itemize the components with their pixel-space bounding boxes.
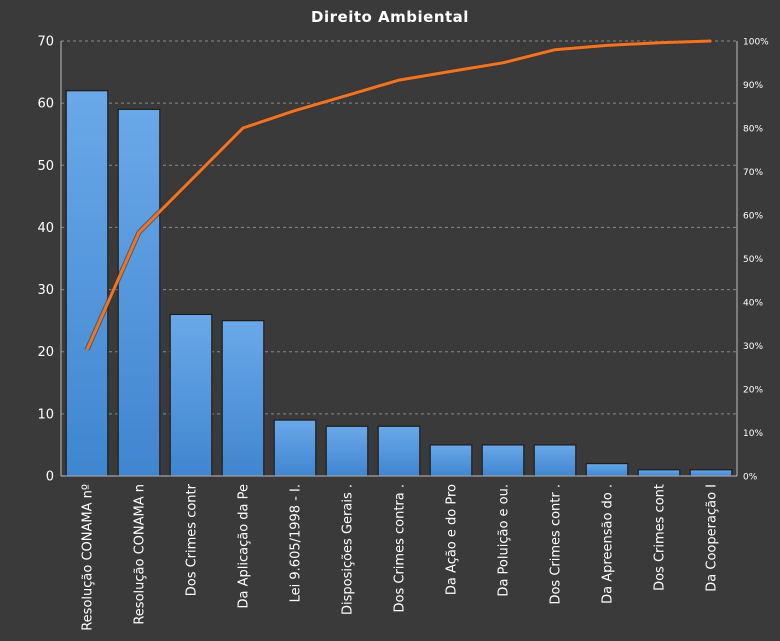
y-tick-label: 30 [37, 283, 54, 298]
bar [117, 108, 161, 477]
x-tick-label: Da Apreensão do . [601, 484, 616, 604]
bar [585, 462, 629, 477]
x-tick-label: Disposições Gerais . [341, 484, 356, 615]
y-tick-label: 40 [37, 221, 54, 236]
x-tick-label: Da Ação e do Pro [445, 484, 460, 595]
y2-tick-label: 60% [743, 212, 763, 222]
bars [65, 90, 733, 477]
y2-tick-label: 90% [743, 81, 763, 91]
x-tick-label: Da Cooperação I [705, 484, 720, 592]
y-tick-label: 70 [37, 35, 54, 50]
chart-title: Direito Ambiental [311, 8, 469, 26]
y2-tick-label: 30% [743, 342, 763, 352]
bar [273, 419, 317, 477]
y2-tick-label: 80% [743, 125, 763, 135]
cumulative-line [84, 38, 712, 351]
x-axis-ticks: Resolução CONAMA nº Resolução CONAMA n Dos… [81, 483, 720, 630]
y2-tick-label: 70% [743, 168, 763, 178]
x-tick-label: Resolução CONAMA n [133, 484, 148, 625]
y2-tick-label: 10% [743, 429, 763, 439]
bar [325, 425, 369, 477]
x-tick-label: Dos Crimes contra . [393, 484, 408, 612]
x-tick-label: Da Poluição e ou. [497, 484, 512, 597]
y2-tick-label: 40% [743, 299, 763, 309]
bar [637, 469, 681, 477]
bar [221, 320, 265, 477]
y-axis-ticks: 0 10 20 30 40 50 60 70 [37, 35, 54, 485]
x-tick-label: Resolução CONAMA nº [81, 484, 96, 631]
x-tick-label: Dos Crimes cont [653, 484, 668, 591]
y2-axis-ticks: 0% 10% 20% 30% 40% 50% 60% 70% 80% 90% 100% [743, 38, 769, 483]
y-tick-label: 50 [37, 159, 54, 174]
y2-tick-label: 0% [743, 473, 758, 483]
bar [689, 469, 733, 477]
y2-tick-label: 20% [743, 386, 763, 396]
bar [429, 444, 473, 477]
cumulative-line-path [85, 39, 712, 351]
gridlines [61, 40, 737, 415]
cumulative-line-shadow [84, 38, 712, 351]
y2-tick-label: 100% [743, 38, 769, 48]
bar [169, 313, 213, 477]
x-tick-label: Da Aplicação da Pe [237, 484, 252, 609]
y-tick-label: 60 [37, 97, 54, 112]
x-tick-label: Dos Crimes contr [185, 483, 200, 596]
y-tick-label: 20 [37, 345, 54, 360]
bar [533, 444, 577, 477]
y-tick-label: 0 [46, 470, 54, 485]
axes [60, 41, 738, 477]
bar [377, 425, 421, 477]
x-tick-label: Lei 9.605/1998 - I. [289, 484, 304, 602]
y-tick-label: 10 [37, 407, 54, 422]
bar [481, 444, 525, 477]
bar [65, 90, 109, 477]
y2-tick-label: 50% [743, 255, 763, 265]
x-tick-label: Dos Crimes contr . [549, 484, 564, 605]
